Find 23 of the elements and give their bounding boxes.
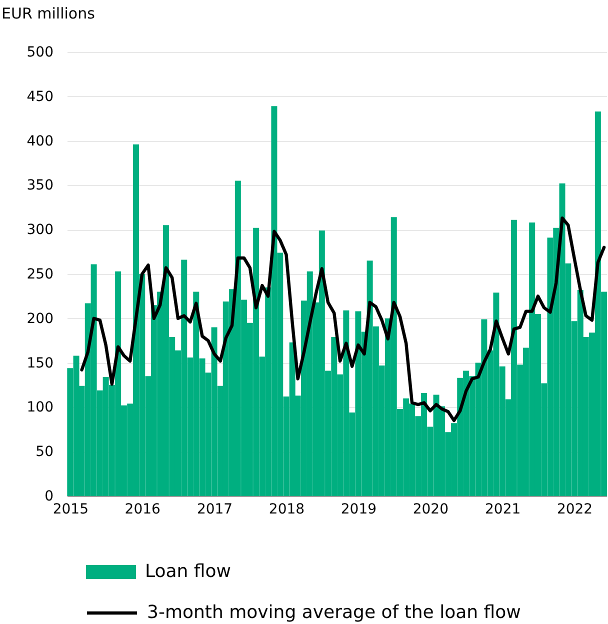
y-tick-label: 250 <box>26 266 54 282</box>
y-tick-label: 200 <box>26 310 54 327</box>
line-series <box>80 216 606 422</box>
x-tick-label: 2016 <box>124 502 161 518</box>
y-tick-label: 500 <box>26 44 54 60</box>
y-tick-label: 350 <box>26 178 54 194</box>
y-tick-label: 50 <box>36 444 54 460</box>
x-tick-label: 2019 <box>340 502 377 518</box>
x-tick-label: 2020 <box>412 502 448 518</box>
y-tick-label: 300 <box>26 222 54 238</box>
x-tick-label: 2017 <box>196 502 233 518</box>
x-tick-label: 2022 <box>556 502 593 518</box>
y-tick-label: 400 <box>26 133 54 150</box>
y-axis-title: EUR millions <box>2 4 96 22</box>
x-tick-label: 2015 <box>52 502 88 518</box>
y-tick-label: 100 <box>26 400 54 416</box>
x-tick-label: 2021 <box>484 502 521 518</box>
y-tick-label: 150 <box>26 355 54 372</box>
legend-label: 3-month moving average of the loan flow <box>147 602 521 623</box>
y-tick-label: 450 <box>26 88 54 105</box>
legend-label: Loan flow <box>145 561 231 582</box>
x-tick-label: 2018 <box>268 502 305 518</box>
y-tick-label: 0 <box>44 488 54 504</box>
